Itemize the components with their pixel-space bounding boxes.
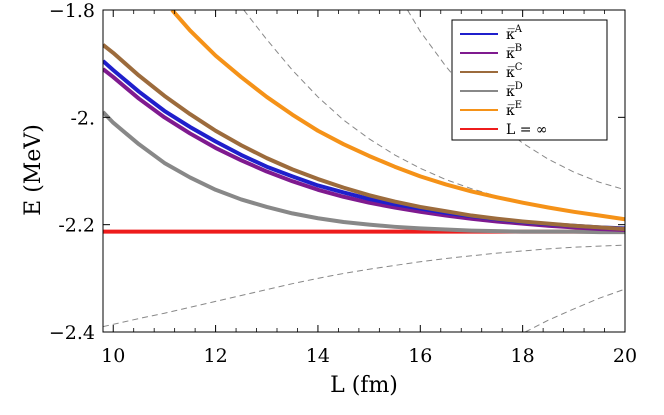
y-tick-label: −2.4 [49, 322, 95, 344]
x-axis-title: L (fm) [330, 373, 398, 398]
x-tick-label: 18 [511, 345, 535, 367]
legend-label: κ̅B [506, 43, 522, 62]
legend: κ̅Aκ̅Bκ̅Cκ̅Dκ̅E L = ∞ [451, 19, 608, 141]
x-tick-label: 12 [203, 345, 227, 367]
legend-label: κ̅E [506, 100, 522, 119]
dashed-reference-line [103, 244, 625, 328]
y-tick-label: -2. [70, 107, 95, 129]
axis-ticks [103, 9, 626, 333]
x-tick-label: 10 [101, 345, 125, 367]
plot-frame [102, 9, 626, 333]
series-line-E [170, 10, 625, 222]
legend-box [451, 19, 608, 141]
x-tick-label: 14 [306, 345, 330, 367]
legend-label: κ̅C [506, 62, 523, 81]
series-line-C [103, 43, 625, 231]
y-axis-title: E (MeV) [21, 124, 46, 216]
series-layer [103, 10, 625, 332]
x-tick-label: 16 [408, 345, 432, 367]
dashed-reference-line [524, 288, 625, 332]
legend-label: κ̅D [506, 81, 523, 100]
legend-label: L = ∞ [506, 122, 548, 138]
y-tick-label: −1.8 [49, 0, 95, 22]
dashed-reference-line [243, 10, 625, 220]
tick-labels: 10 12 14 16 18 20 −2.4 -2.2 -2. −1.8 [49, 0, 637, 367]
legend-label: κ̅A [506, 24, 523, 43]
series-line-D [103, 110, 625, 235]
y-tick-label: -2.2 [58, 215, 95, 237]
x-tick-label: 20 [613, 345, 637, 367]
